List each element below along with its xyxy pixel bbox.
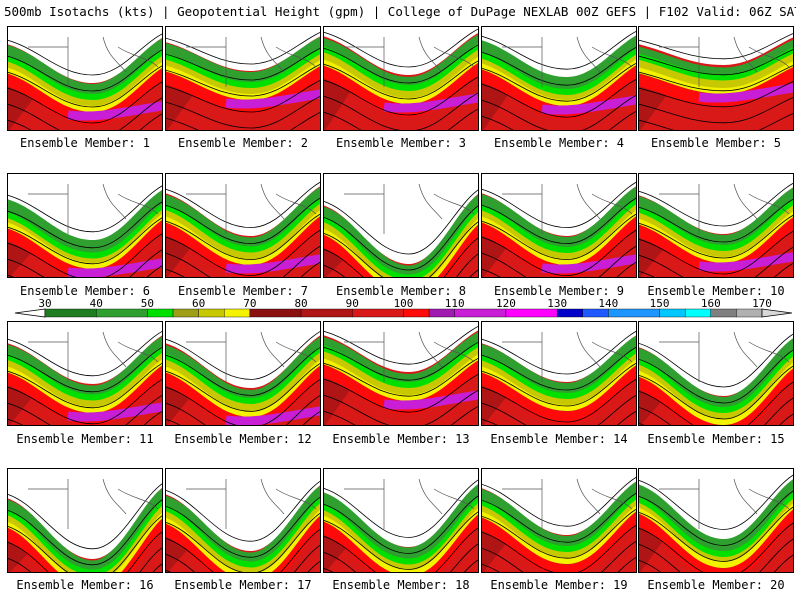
colorbar-tick-40: 40: [89, 297, 103, 310]
ensemble-member-10-map: [638, 173, 794, 278]
map-title: 500mb Isotachs (kts) | Geopotential Heig…: [4, 4, 796, 19]
colorbar-tick-110: 110: [444, 297, 465, 310]
ensemble-member-19-map: [481, 468, 637, 573]
ensemble-member-6-map: [7, 173, 163, 278]
ensemble-member-10-label: Ensemble Member: 10: [647, 284, 785, 298]
ensemble-member-17-isotach-field: [166, 469, 320, 572]
colorbar-tick-90: 90: [345, 297, 359, 310]
ensemble-member-3-isotach-field: [324, 27, 478, 130]
ensemble-member-5-isotach-field: [639, 27, 793, 130]
colorbar-bin-130: [556, 308, 583, 318]
ensemble-member-3-label: Ensemble Member: 3: [335, 136, 467, 150]
ensemble-member-18-map: [323, 468, 479, 573]
ensemble-member-13-map: [323, 321, 479, 426]
colorbar-bin-30: [44, 308, 97, 318]
ensemble-member-15-map: [638, 321, 794, 426]
ensemble-member-18-label: Ensemble Member: 18: [332, 578, 470, 592]
ensemble-member-14-isotach-field: [482, 322, 636, 425]
ensemble-member-16-map: [7, 468, 163, 573]
colorbar-tick-140: 140: [598, 297, 619, 310]
colorbar-tick-80: 80: [294, 297, 308, 310]
colorbar-tick-60: 60: [192, 297, 206, 310]
ensemble-member-11-isotach-field: [8, 322, 162, 425]
colorbar-tick-50: 50: [140, 297, 155, 310]
ensemble-member-2-isotach-field: [166, 27, 320, 130]
ensemble-member-14-label: Ensemble Member: 14: [490, 432, 628, 446]
colorbar-bin-65: [224, 308, 251, 318]
ensemble-member-1-isotach-field: [8, 27, 162, 130]
ensemble-member-12-label: Ensemble Member: 12: [174, 432, 312, 446]
ensemble-member-16-isotach-field: [8, 469, 162, 572]
isotach-colorbar: [14, 308, 793, 318]
ensemble-member-2-label: Ensemble Member: 2: [177, 136, 309, 150]
ensemble-member-20-map: [638, 468, 794, 573]
ensemble-member-12-isotach-field: [166, 322, 320, 425]
ensemble-member-11-label: Ensemble Member: 11: [16, 432, 154, 446]
ensemble-member-13-isotach-field: [324, 322, 478, 425]
colorbar-tick-130: 130: [547, 297, 568, 310]
colorbar-bin-50: [147, 308, 174, 318]
ensemble-member-7-label: Ensemble Member: 7: [177, 284, 309, 298]
ensemble-member-18-isotach-field: [324, 469, 478, 572]
ensemble-member-4-label: Ensemble Member: 4: [493, 136, 625, 150]
ensemble-member-8-map: [323, 173, 479, 278]
ensemble-member-3-map: [323, 26, 479, 131]
colorbar-bin-120: [505, 308, 558, 318]
ensemble-member-12-map: [165, 321, 321, 426]
colorbar-min-arrow: [14, 308, 46, 318]
colorbar-bin-105: [428, 308, 455, 318]
colorbar-tick-120: 120: [495, 297, 516, 310]
colorbar-bin-150: [659, 308, 686, 318]
colorbar-bin-160: [710, 308, 737, 318]
colorbar-bin-165: [736, 308, 763, 318]
ensemble-member-20-label: Ensemble Member: 20: [647, 578, 785, 592]
colorbar-tick-170: 170: [752, 297, 772, 310]
ensemble-member-17-label: Ensemble Member: 17: [174, 578, 312, 592]
ensemble-member-11-map: [7, 321, 163, 426]
ensemble-member-1-label: Ensemble Member: 1: [19, 136, 151, 150]
ensemble-member-1-map: [7, 26, 163, 131]
colorbar-tick-160: 160: [700, 297, 721, 310]
colorbar-bin-155: [684, 308, 711, 318]
colorbar-bin-55: [172, 308, 199, 318]
colorbar-bin-70: [249, 308, 302, 318]
ensemble-member-4-map: [481, 26, 637, 131]
ensemble-member-9-label: Ensemble Member: 9: [493, 284, 625, 298]
ensemble-member-15-label: Ensemble Member: 15: [647, 432, 785, 446]
colorbar-bin-60: [198, 308, 225, 318]
ensemble-member-2-map: [165, 26, 321, 131]
colorbar-tick-70: 70: [243, 297, 257, 310]
ensemble-member-16-label: Ensemble Member: 16: [16, 578, 154, 592]
colorbar-bin-135: [582, 308, 609, 318]
ensemble-member-8-label: Ensemble Member: 8: [335, 284, 467, 298]
ensemble-member-19-label: Ensemble Member: 19: [490, 578, 628, 592]
colorbar-tick-150: 150: [649, 297, 670, 310]
ensemble-member-5-map: [638, 26, 794, 131]
colorbar-tick-30: 30: [38, 297, 52, 310]
ensemble-member-5-label: Ensemble Member: 5: [650, 136, 782, 150]
ensemble-member-8-isotach-field: [324, 174, 478, 277]
colorbar-bin-40: [96, 308, 148, 318]
ensemble-member-6-label: Ensemble Member: 6: [19, 284, 151, 298]
ensemble-member-20-isotach-field: [639, 469, 793, 572]
ensemble-member-15-isotach-field: [639, 322, 793, 425]
ensemble-member-4-isotach-field: [482, 27, 636, 130]
colorbar-max-arrow: [761, 308, 793, 318]
colorbar-bin-110: [454, 308, 507, 318]
colorbar-tick-100: 100: [393, 297, 414, 310]
ensemble-member-10-isotach-field: [639, 174, 793, 277]
colorbar-bin-140: [608, 308, 660, 318]
ensemble-member-9-isotach-field: [482, 174, 636, 277]
ensemble-member-7-isotach-field: [166, 174, 320, 277]
ensemble-member-6-isotach-field: [8, 174, 162, 277]
ensemble-member-13-label: Ensemble Member: 13: [332, 432, 470, 446]
ensemble-member-9-map: [481, 173, 637, 278]
ensemble-member-17-map: [165, 468, 321, 573]
ensemble-member-14-map: [481, 321, 637, 426]
ensemble-member-19-isotach-field: [482, 469, 636, 572]
colorbar-bin-80: [300, 308, 353, 318]
colorbar-bin-90: [352, 308, 404, 318]
colorbar-bin-100: [403, 308, 430, 318]
ensemble-member-7-map: [165, 173, 321, 278]
